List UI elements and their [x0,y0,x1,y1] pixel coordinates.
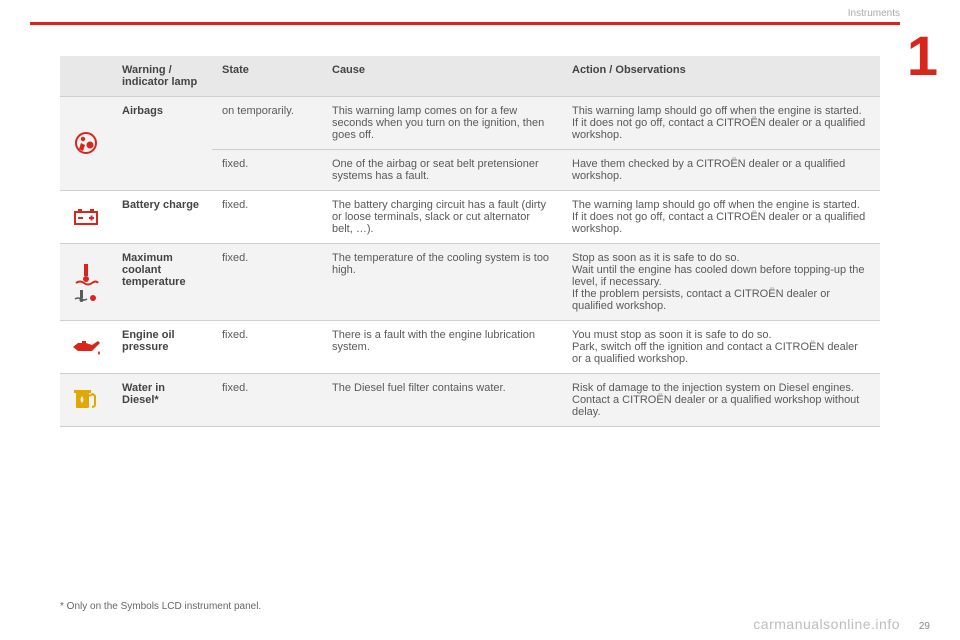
action-cell: The warning lamp should go off when the … [562,191,880,244]
battery-icon [71,206,101,228]
chapter-number: 1 [907,28,938,84]
oil-icon [70,337,102,357]
lamp-name: Maximum coolant temperature [112,244,212,321]
section-label: Instruments [848,8,900,19]
lamp-name: Engine oil pressure [112,321,212,374]
icon-cell [60,244,112,321]
action-cell: Stop as soon as it is safe to do so.Wait… [562,244,880,321]
footnote: * Only on the Symbols LCD instrument pan… [60,601,261,612]
table-row: Engine oil pressure fixed. There is a fa… [60,321,880,374]
state-cell: fixed. [212,191,322,244]
th-state: State [212,56,322,97]
page-number: 29 [919,621,930,632]
cause-cell: This warning lamp comes on for a few sec… [322,97,562,150]
lamp-name: Water in Diesel* [112,374,212,427]
th-action: Action / Observations [562,56,880,97]
coolant-icon [71,262,101,302]
action-cell: Risk of damage to the injection system o… [562,374,880,427]
state-cell: fixed. [212,150,322,191]
cause-cell: The temperature of the cooling system is… [322,244,562,321]
fuel-water-icon [71,388,101,412]
table-row: Maximum coolant temperature fixed. The t… [60,244,880,321]
action-cell: You must stop as soon it is safe to do s… [562,321,880,374]
table-row: Water in Diesel* fixed. The Diesel fuel … [60,374,880,427]
th-cause: Cause [322,56,562,97]
table-row: Airbags on temporarily. This warning lam… [60,97,880,150]
cause-cell: The Diesel fuel filter contains water. [322,374,562,427]
airbag-icon [71,131,101,157]
icon-cell [60,97,112,191]
action-cell: Have them checked by a CITROËN dealer or… [562,150,880,191]
state-cell: fixed. [212,244,322,321]
warning-table: Warning / indicator lamp State Cause Act… [60,56,880,427]
lamp-name: Airbags [112,97,212,191]
cause-cell: One of the airbag or seat belt pretensio… [322,150,562,191]
state-cell: on temporarily. [212,97,322,150]
action-cell: This warning lamp should go off when the… [562,97,880,150]
icon-cell [60,191,112,244]
table-row: Battery charge fixed. The battery chargi… [60,191,880,244]
lamp-name: Battery charge [112,191,212,244]
icon-cell [60,321,112,374]
state-cell: fixed. [212,374,322,427]
state-cell: fixed. [212,321,322,374]
th-blank [60,56,112,97]
cause-cell: There is a fault with the engine lubrica… [322,321,562,374]
watermark: carmanualsonline.info [753,616,900,632]
top-rule [30,22,900,25]
cause-cell: The battery charging circuit has a fault… [322,191,562,244]
icon-cell [60,374,112,427]
th-lamp: Warning / indicator lamp [112,56,212,97]
